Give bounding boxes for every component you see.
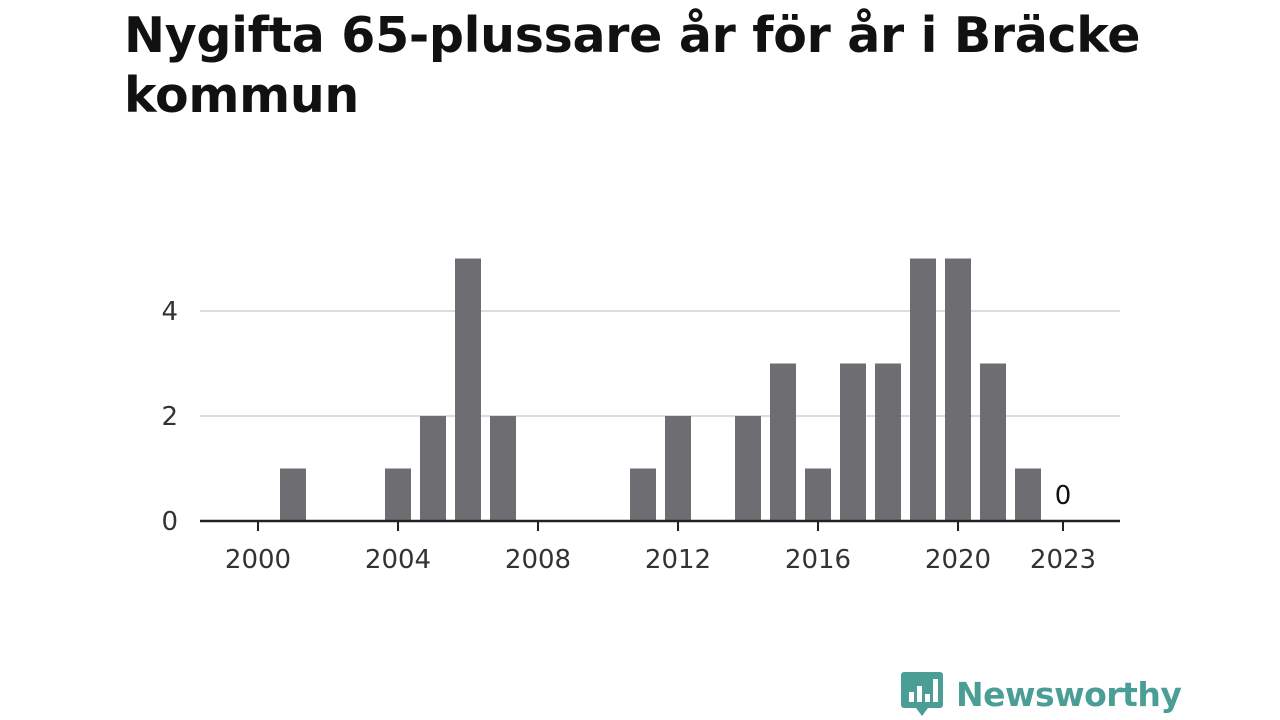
newsworthy-logo-text: Newsworthy xyxy=(956,674,1182,714)
newsworthy-logo-icon xyxy=(901,672,943,716)
bar-2014 xyxy=(735,416,761,521)
x-tick-label-2012: 2012 xyxy=(645,545,711,575)
x-tick-label-2000: 2000 xyxy=(225,545,291,575)
bar-2012 xyxy=(665,416,691,521)
bar-2015 xyxy=(770,363,796,521)
bars xyxy=(280,258,1041,521)
x-axis xyxy=(200,519,1120,531)
data-label-2023: 0 xyxy=(1055,481,1072,511)
bar-2022 xyxy=(1015,468,1041,521)
bar-2001 xyxy=(280,468,306,521)
y-axis-labels: 0 2 4 xyxy=(161,297,178,537)
bar-2007 xyxy=(490,416,516,521)
bar-2004 xyxy=(385,468,411,521)
y-tick-label-0: 0 xyxy=(161,507,178,537)
bar-2016 xyxy=(805,468,831,521)
y-tick-label-4: 4 xyxy=(161,297,178,327)
bar-2006 xyxy=(455,258,481,521)
bar-2019 xyxy=(910,258,936,521)
chart-title: Nygifta 65-plussare år för år i Bräcke k… xyxy=(124,7,1141,124)
bar-2021 xyxy=(980,363,1006,521)
x-tick-label-2016: 2016 xyxy=(785,545,851,575)
x-axis-labels: 2000 2004 2008 2012 2016 2020 2023 xyxy=(225,545,1096,575)
bar-2020 xyxy=(945,258,971,521)
newsworthy-logo: Newsworthy xyxy=(900,670,1182,718)
x-tick-label-2004: 2004 xyxy=(365,545,431,575)
y-tick-label-2: 2 xyxy=(161,402,178,432)
x-tick-label-2023: 2023 xyxy=(1030,545,1096,575)
annotations: 0 xyxy=(1055,481,1072,511)
bar-2018 xyxy=(875,363,901,521)
bar-2011 xyxy=(630,468,656,521)
x-tick-label-2020: 2020 xyxy=(925,545,991,575)
bar-2005 xyxy=(420,416,446,521)
bar-2017 xyxy=(840,363,866,521)
x-tick-label-2008: 2008 xyxy=(505,545,571,575)
